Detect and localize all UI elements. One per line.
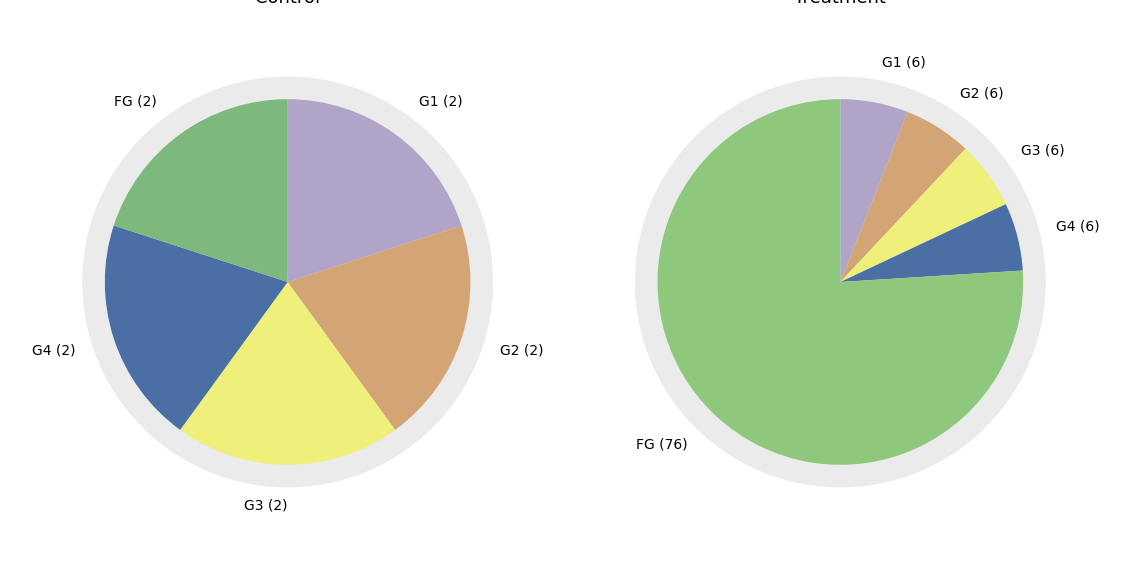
Text: G3 (2): G3 (2)	[244, 498, 288, 512]
Wedge shape	[840, 204, 1023, 282]
Wedge shape	[288, 226, 470, 430]
Wedge shape	[658, 99, 1023, 465]
Text: G2 (2): G2 (2)	[500, 344, 544, 358]
Wedge shape	[105, 226, 288, 430]
Wedge shape	[840, 149, 1006, 282]
Title: Control: Control	[255, 0, 320, 7]
Text: G3 (6): G3 (6)	[1021, 144, 1065, 158]
Text: G1 (6): G1 (6)	[882, 56, 926, 70]
Wedge shape	[288, 99, 461, 282]
Circle shape	[82, 77, 493, 487]
Wedge shape	[114, 99, 288, 282]
Wedge shape	[840, 112, 966, 282]
Text: FG (76): FG (76)	[636, 438, 688, 452]
Circle shape	[635, 77, 1046, 487]
Wedge shape	[840, 99, 908, 282]
Title: Treatment: Treatment	[794, 0, 887, 7]
Text: G4 (6): G4 (6)	[1057, 219, 1100, 233]
Wedge shape	[180, 282, 395, 465]
Text: FG (2): FG (2)	[114, 95, 157, 108]
Text: G4 (2): G4 (2)	[32, 344, 76, 358]
Text: G1 (2): G1 (2)	[418, 95, 462, 108]
Text: G2 (6): G2 (6)	[960, 87, 1004, 101]
